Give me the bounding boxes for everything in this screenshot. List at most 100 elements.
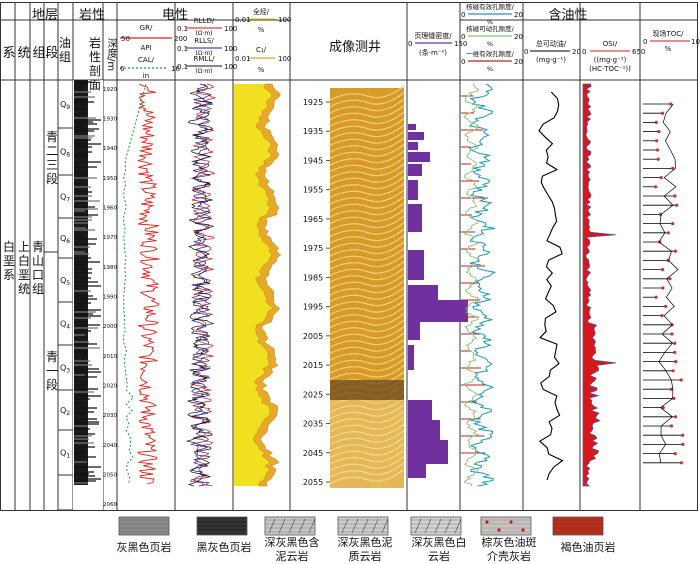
strata-col-series: 统 xyxy=(17,46,31,61)
image-bedding-trace xyxy=(329,137,405,153)
oilgroup-label-Q2: Q2 xyxy=(60,406,70,417)
oilgroup-label-Q7: Q7 xyxy=(60,193,70,204)
nmrm-unit: % xyxy=(487,40,493,48)
toc-point xyxy=(660,111,665,115)
toc-unit: % xyxy=(665,45,672,53)
gr-max: 200 xyxy=(174,35,187,43)
rlld-unit: (Ω·m) xyxy=(195,30,212,37)
fracture-bar xyxy=(408,345,414,370)
legend-swatch-black_gray_shale xyxy=(196,516,248,536)
depth-tick-2040: 2040 xyxy=(103,443,117,449)
gr-min: 50 xyxy=(121,35,130,43)
image-bedding-trace xyxy=(329,124,405,140)
swatch-slash xyxy=(414,518,422,534)
freeoil-unit: (mg·g⁻¹) xyxy=(536,56,566,64)
swatch-box xyxy=(118,516,170,536)
depth-tick-1990: 1990 xyxy=(103,294,117,300)
strata-col-lithology-profile: 岩性剖面 xyxy=(88,36,101,92)
image-depth-1945: 1945 xyxy=(303,156,323,165)
fracture-bar xyxy=(408,400,432,420)
image-bedding-trace xyxy=(329,195,405,212)
image-bedding-trace xyxy=(329,202,405,218)
depth-tick-1970: 1970 xyxy=(103,235,117,241)
oilgroup-subscript: 8 xyxy=(66,152,70,159)
image-depth-1995: 1995 xyxy=(303,303,323,312)
swatch-slash xyxy=(444,518,452,534)
toc-point xyxy=(670,332,674,336)
image-bedding-trace xyxy=(329,176,405,192)
tothc-min: 0.01 xyxy=(235,16,251,24)
strata-col-system: 系 xyxy=(2,46,16,61)
image-depth-1985: 1985 xyxy=(303,273,323,282)
oilgroup-label-Q6: Q6 xyxy=(60,234,70,245)
swatch-box xyxy=(480,516,532,536)
toc-point xyxy=(671,166,675,170)
swatch-slash xyxy=(361,518,369,534)
header-imaging: 成像测井 xyxy=(328,40,381,55)
image-bedding-trace xyxy=(329,338,405,355)
oilgroup-subscript: 3 xyxy=(66,368,70,375)
image-bedding-trace xyxy=(329,111,405,127)
toc-point xyxy=(654,120,658,124)
swatch-slash xyxy=(308,518,316,534)
oilgroup-label-Q4: Q4 xyxy=(60,320,70,331)
swatch-box xyxy=(337,516,389,536)
image-bedding-trace xyxy=(329,156,405,173)
image-bedding-trace xyxy=(329,364,405,381)
total-hc-fill xyxy=(234,84,273,486)
swatch-box xyxy=(196,516,248,536)
legend-swatch-dolomite xyxy=(410,516,462,536)
strata-col-member: 段 xyxy=(45,46,59,61)
image-depth-1955: 1955 xyxy=(303,186,323,195)
depth-tick-1950: 1950 xyxy=(103,176,117,182)
image-bedding-trace xyxy=(329,280,405,296)
toc-point xyxy=(679,378,683,382)
unit-member-lower: 青一段 xyxy=(46,350,59,392)
toc-point xyxy=(661,268,665,272)
header-lithology: 岩性 xyxy=(78,8,105,23)
image-bedding-trace xyxy=(329,299,405,316)
toc-envelope xyxy=(658,103,679,463)
toc-point xyxy=(661,406,665,410)
toc-point xyxy=(673,452,677,456)
toc-point xyxy=(669,387,673,391)
toc-point xyxy=(660,314,664,318)
swatch-slash xyxy=(298,518,306,534)
toc-point xyxy=(673,249,677,253)
rmll-name: RMLL/ xyxy=(193,55,215,63)
image-dark-band xyxy=(330,380,404,400)
image-bedding-trace xyxy=(329,228,405,244)
image-depth-2035: 2035 xyxy=(303,420,323,429)
depth-tick-1960: 1960 xyxy=(103,206,117,212)
freeoil-max: 20 xyxy=(572,48,581,56)
swatch-slash xyxy=(424,518,432,534)
swatch-box xyxy=(264,516,316,536)
oilgroup-subscript: 9 xyxy=(66,104,70,111)
image-bedding-trace xyxy=(329,332,405,348)
gr-name: GR/ xyxy=(140,24,153,32)
image-bedding-trace xyxy=(329,306,405,322)
image-bedding-trace xyxy=(329,117,405,134)
depth-tick-2000: 2000 xyxy=(103,324,117,330)
depth-tick-1930: 1930 xyxy=(103,117,117,123)
toc-point xyxy=(659,176,663,180)
depth-tick-2020: 2020 xyxy=(103,383,117,389)
toc-min: 0 xyxy=(643,38,647,46)
header-strata: 地层 xyxy=(31,8,58,23)
free-oil-curve xyxy=(538,91,564,481)
outer-border xyxy=(0,2,698,511)
image-bedding-trace xyxy=(329,267,405,283)
image-bedding-trace xyxy=(329,293,405,309)
fracture-bar xyxy=(408,250,424,280)
image-bedding-trace xyxy=(329,325,405,342)
toc-point xyxy=(654,185,658,189)
fracture-bar xyxy=(408,164,422,176)
unit-member-upper: 青二三段 xyxy=(46,130,59,186)
freeoil-min: 0 xyxy=(524,48,528,56)
c1-min: 0.01 xyxy=(235,55,251,63)
gr-curve xyxy=(136,83,160,485)
fracture-bar xyxy=(408,152,430,162)
oilgroup-label-Q5: Q5 xyxy=(60,276,70,287)
osi-unit1: ((mg·g⁻¹) xyxy=(594,56,627,64)
